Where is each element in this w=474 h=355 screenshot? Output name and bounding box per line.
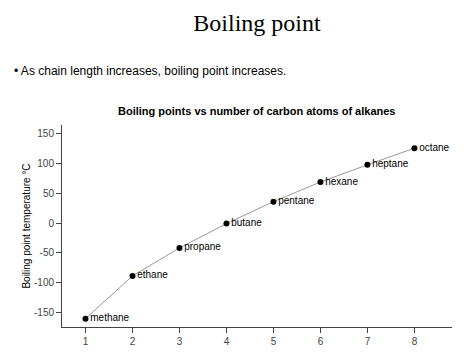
svg-text:pentane: pentane	[278, 195, 315, 206]
svg-text:8: 8	[412, 336, 418, 347]
svg-text:100: 100	[37, 158, 54, 169]
svg-text:Boiling point: Boiling point	[193, 10, 321, 36]
svg-text:7: 7	[365, 336, 371, 347]
svg-text:4: 4	[224, 336, 230, 347]
svg-text:Boiling point temperature °C: Boiling point temperature °C	[21, 163, 32, 288]
svg-text:6: 6	[318, 336, 324, 347]
svg-text:heptane: heptane	[372, 158, 409, 169]
svg-text:5: 5	[271, 336, 277, 347]
svg-text:50: 50	[43, 188, 55, 199]
svg-text:-100: -100	[34, 277, 54, 288]
svg-text:Boiling points vs number of ca: Boiling points vs number of carbon atoms…	[118, 105, 396, 117]
svg-text:-50: -50	[40, 247, 55, 258]
svg-text:1: 1	[83, 336, 89, 347]
svg-text:0: 0	[48, 218, 54, 229]
svg-text:propane: propane	[184, 241, 221, 252]
svg-text:hexane: hexane	[325, 176, 358, 187]
svg-text:• As chain length increases, b: • As chain length increases, boiling poi…	[14, 64, 286, 78]
svg-text:butane: butane	[231, 217, 262, 228]
svg-text:octane: octane	[419, 142, 449, 153]
svg-text:150: 150	[37, 128, 54, 139]
svg-text:methane: methane	[90, 312, 129, 323]
svg-text:ethane: ethane	[137, 269, 168, 280]
svg-text:2: 2	[130, 336, 136, 347]
svg-text:-150: -150	[34, 307, 54, 318]
svg-text:3: 3	[177, 336, 183, 347]
